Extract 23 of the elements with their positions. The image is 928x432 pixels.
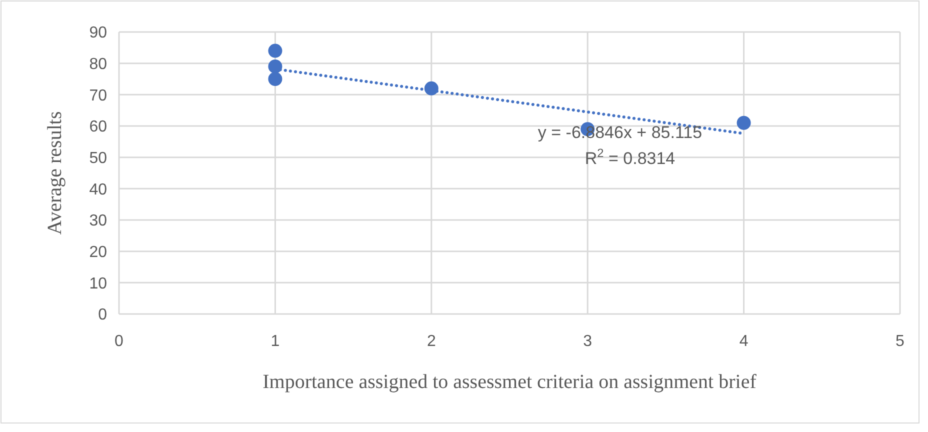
y-tick-label: 70 <box>89 87 108 104</box>
y-tick-label: 20 <box>89 244 108 261</box>
point <box>736 116 751 130</box>
y-tick-label: 10 <box>89 275 108 292</box>
y-tick-label: 50 <box>89 150 108 167</box>
point <box>268 44 282 58</box>
x-tick-label: 1 <box>270 333 280 350</box>
annotation: R$^{2}$ = 0.8314 <box>584 146 676 168</box>
y-axis-title: Average results <box>44 111 66 235</box>
x-tick-label: 4 <box>739 333 748 350</box>
x-tick-label: 3 <box>583 333 592 350</box>
y-tick-label: 0 <box>98 306 108 324</box>
x-tick-label: 2 <box>426 333 436 350</box>
y-tick-label: 90 <box>89 24 108 42</box>
x-axis-title: Importance assigned to assessmet criteria on assignment brief <box>262 371 757 393</box>
y-tick-label: 80 <box>89 56 108 73</box>
x-tick-label: 0 <box>114 333 124 350</box>
y-tick-label: 30 <box>89 212 108 230</box>
y-tick-label: 40 <box>89 181 108 198</box>
y-tick-label: 60 <box>89 118 108 136</box>
x-tick-label: 5 <box>896 333 905 350</box>
annotation: y = -6.8846x + 85.115 <box>538 122 702 142</box>
point <box>268 72 282 86</box>
